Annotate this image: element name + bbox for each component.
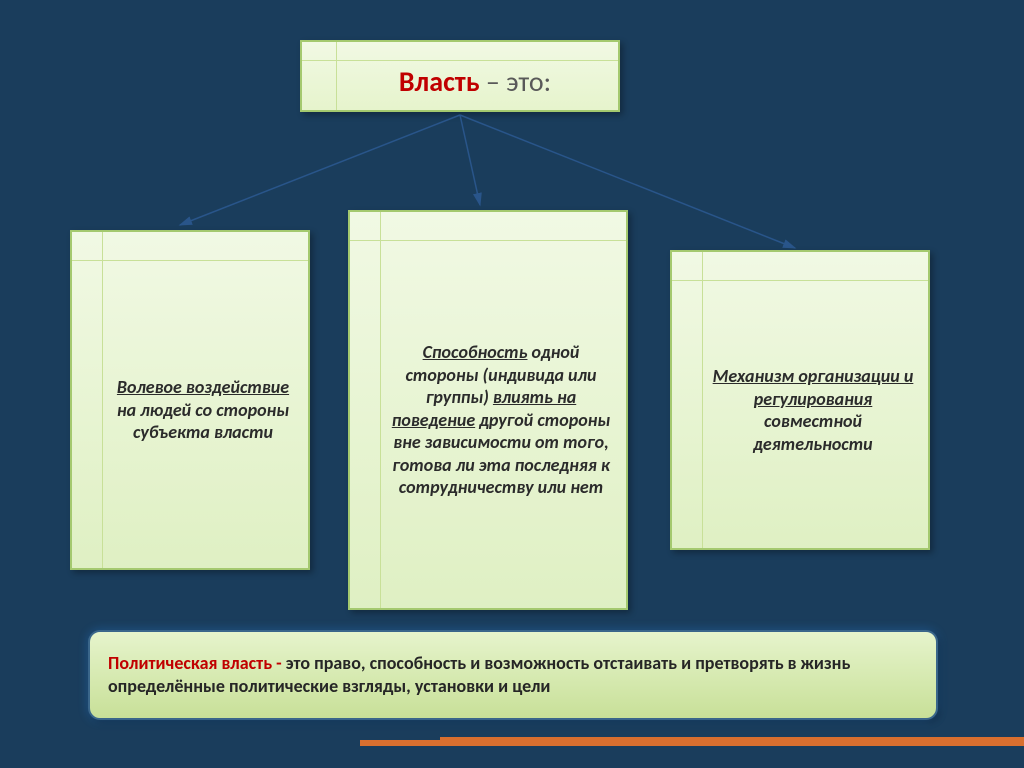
definition-b-text: Способность одной стороны (индивида или … — [386, 242, 616, 598]
def-a-tail: на людей со стороны субъекта власти — [117, 399, 289, 444]
footer-box: Политическая власть - это право, способн… — [88, 630, 938, 720]
title-text: Власть – это: — [342, 64, 608, 99]
bottom-rule — [360, 740, 1024, 746]
title-rest: – это: — [480, 64, 552, 99]
definition-c-text: Механизм организации и регулирования сов… — [708, 282, 918, 538]
footer-text: Политическая власть - это право, способн… — [108, 652, 918, 699]
title-emph: Власть — [399, 64, 480, 99]
box-hline — [350, 240, 626, 241]
definition-box-a: Волевое воздействие на людей со стороны … — [70, 230, 310, 570]
box-vline — [702, 252, 703, 548]
def-c-under: Механизм организации и регулирования — [713, 365, 914, 410]
box-hline — [72, 260, 308, 261]
footer-emph: Политическая власть - — [108, 652, 286, 674]
title-box: Власть – это: — [300, 40, 620, 112]
box-hline — [672, 280, 928, 281]
title-vline — [336, 42, 337, 110]
def-c-tail: совместной деятельности — [753, 410, 872, 455]
definition-a-text: Волевое воздействие на людей со стороны … — [108, 262, 298, 558]
title-hline — [302, 60, 618, 61]
definition-box-c: Механизм организации и регулирования сов… — [670, 250, 930, 550]
definition-box-b: Способность одной стороны (индивида или … — [348, 210, 628, 610]
def-b-under1: Способность — [423, 341, 528, 363]
box-vline — [380, 212, 381, 608]
arrow-1 — [180, 115, 460, 225]
arrow-2 — [460, 115, 480, 205]
def-a-under: Волевое воздействие — [117, 376, 289, 398]
box-vline — [102, 232, 103, 568]
